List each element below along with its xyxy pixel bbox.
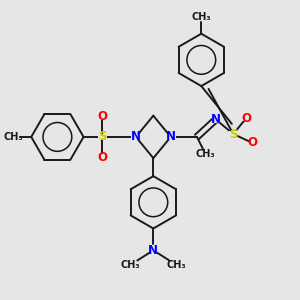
Text: CH₃: CH₃: [196, 149, 215, 159]
Bar: [131, 134, 141, 140]
Bar: [166, 134, 176, 140]
Bar: [99, 113, 106, 120]
Text: CH₃: CH₃: [191, 12, 211, 22]
Bar: [200, 151, 212, 158]
Bar: [248, 140, 256, 146]
Text: N: N: [131, 130, 141, 143]
Text: O: O: [98, 151, 107, 164]
Bar: [170, 262, 183, 268]
Text: S: S: [98, 130, 107, 143]
Text: N: N: [148, 244, 158, 257]
Bar: [98, 134, 106, 140]
Bar: [229, 131, 237, 137]
Text: N: N: [166, 130, 176, 143]
Bar: [196, 14, 207, 20]
Bar: [150, 247, 157, 254]
Text: CH₃: CH₃: [3, 132, 23, 142]
Bar: [124, 262, 136, 268]
Text: N: N: [211, 113, 221, 126]
Bar: [99, 154, 106, 161]
Text: O: O: [247, 136, 257, 149]
Bar: [243, 115, 250, 121]
Text: S: S: [229, 128, 238, 140]
Text: CH₃: CH₃: [120, 260, 140, 270]
Bar: [8, 134, 19, 140]
Text: O: O: [98, 110, 107, 123]
Text: O: O: [242, 112, 251, 124]
Text: CH₃: CH₃: [167, 260, 186, 270]
Bar: [212, 116, 220, 123]
